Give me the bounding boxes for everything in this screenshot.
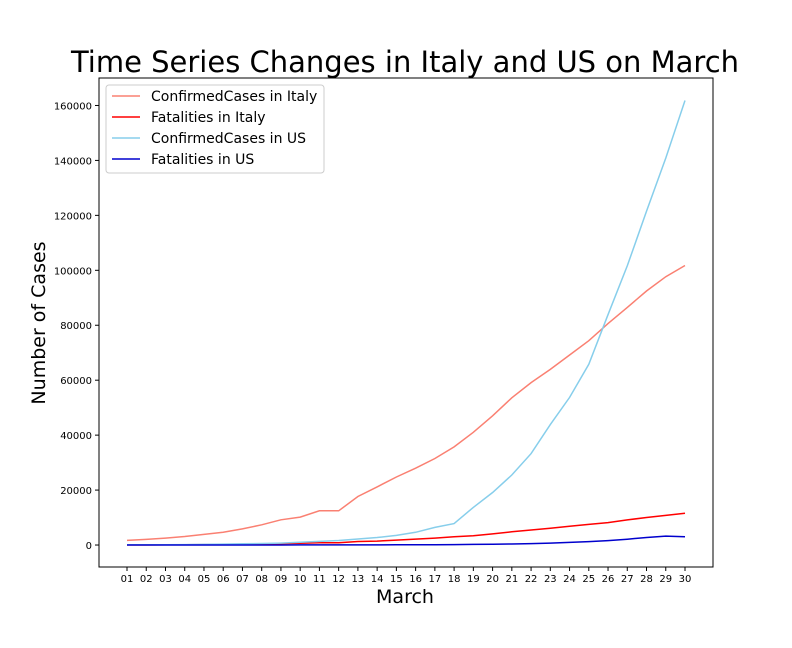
chart-title: Time Series Changes in Italy and US on M…: [70, 45, 739, 79]
x-tick-label: 02: [140, 574, 153, 585]
series-line-3: [126, 100, 686, 546]
x-tick-label: 11: [313, 574, 326, 585]
y-tick-label: 100000: [54, 266, 92, 277]
x-tick-label: 29: [659, 574, 672, 585]
y-tick-label: 40000: [60, 431, 92, 442]
x-tick-label: 24: [563, 574, 576, 585]
x-tick-label: 30: [679, 574, 692, 585]
x-tick-label: 06: [217, 574, 230, 585]
legend-label: ConfirmedCases in US: [151, 131, 306, 147]
x-tick-label: 22: [525, 574, 538, 585]
x-tick-label: 27: [621, 574, 634, 585]
x-tick-label: 17: [428, 574, 441, 585]
x-tick-label: 04: [178, 574, 191, 585]
x-tick-label: 20: [486, 574, 499, 585]
x-tick-label: 19: [467, 574, 480, 585]
x-tick-label: 05: [198, 574, 211, 585]
x-tick-label: 26: [602, 574, 615, 585]
y-tick-label: 0: [86, 541, 92, 552]
legend: ConfirmedCases in Italy Fatalities in Ita…: [105, 84, 325, 174]
legend-label: ConfirmedCases in Italy: [151, 89, 317, 105]
y-tick-label: 120000: [54, 211, 92, 222]
axis-layer: 01 02 03 04 05 06 07 08 09 10 11 12 13 14 15 16 17 18 19 20…: [54, 101, 692, 585]
x-tick-label: 28: [640, 574, 653, 585]
plot-frame: [98, 77, 714, 568]
x-tick-label: 13: [352, 574, 365, 585]
series-layer: [126, 100, 686, 546]
y-tick-label: 80000: [60, 321, 92, 332]
x-tick-label: 23: [544, 574, 557, 585]
x-tick-label: 07: [236, 574, 249, 585]
legend-label: Fatalities in Italy: [151, 110, 266, 126]
y-axis-label: Number of Cases: [28, 241, 50, 404]
x-tick-label: 09: [275, 574, 288, 585]
x-tick-label: 10: [294, 574, 307, 585]
x-tick-label: 12: [332, 574, 345, 585]
legend-box: [105, 84, 325, 174]
series-line-1: [126, 264, 686, 542]
x-tick-label: 03: [159, 574, 172, 585]
series-line-4: [127, 535, 686, 546]
x-tick-label: 15: [390, 574, 403, 585]
y-tick-label: 160000: [54, 101, 92, 112]
x-tick-label: 25: [582, 574, 595, 585]
series-line-2: [127, 512, 686, 546]
legend-label: Fatalities in US: [151, 152, 254, 168]
x-axis-label: March: [376, 586, 434, 608]
y-tick-label: 20000: [60, 486, 92, 497]
x-tick-label: 18: [448, 574, 461, 585]
x-tick-label: 08: [255, 574, 268, 585]
y-tick-label: 60000: [60, 376, 92, 387]
x-tick-label: 14: [371, 574, 384, 585]
x-tick-label: 16: [409, 574, 422, 585]
x-tick-label: 01: [121, 574, 134, 585]
x-tick-label: 21: [505, 574, 518, 585]
y-tick-label: 140000: [54, 156, 92, 167]
